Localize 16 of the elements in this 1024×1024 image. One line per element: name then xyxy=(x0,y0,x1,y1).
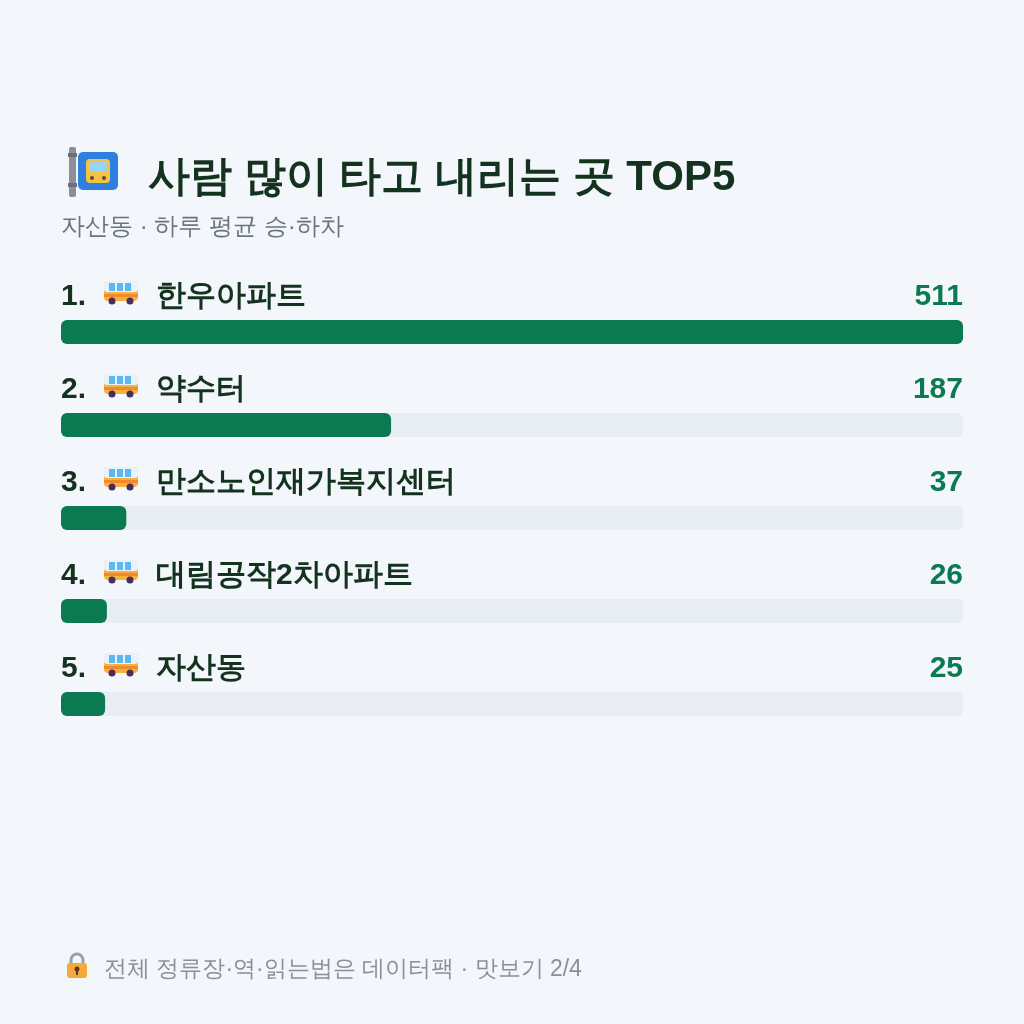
category-label: 1. 한우아파트 xyxy=(61,278,306,311)
data-label: 37 xyxy=(929,464,963,497)
chart-subtitle: 자산동 · 하루 평균 승·하차 xyxy=(61,212,344,239)
category-label: 3. 만소노인재가복지센터 xyxy=(61,464,456,497)
category-label: 4. 대림공작2차아파트 xyxy=(61,557,413,590)
data-label: 26 xyxy=(929,557,963,590)
bar xyxy=(61,599,107,623)
data-label: 25 xyxy=(929,650,963,683)
bar xyxy=(61,506,127,530)
data-label: 511 xyxy=(914,278,963,311)
category-label: 5. 자산동 xyxy=(61,650,246,683)
text: 전체 정류장·역·읽는법은 데이터팩 · 맛보기 2/4 xyxy=(104,955,583,981)
category-label: 2. 약수터 xyxy=(61,371,246,404)
data-label: 187 xyxy=(912,371,963,404)
chart-title: 사람 많이 타고 내리는 곳 TOP5 xyxy=(148,152,736,199)
bar xyxy=(61,692,106,716)
